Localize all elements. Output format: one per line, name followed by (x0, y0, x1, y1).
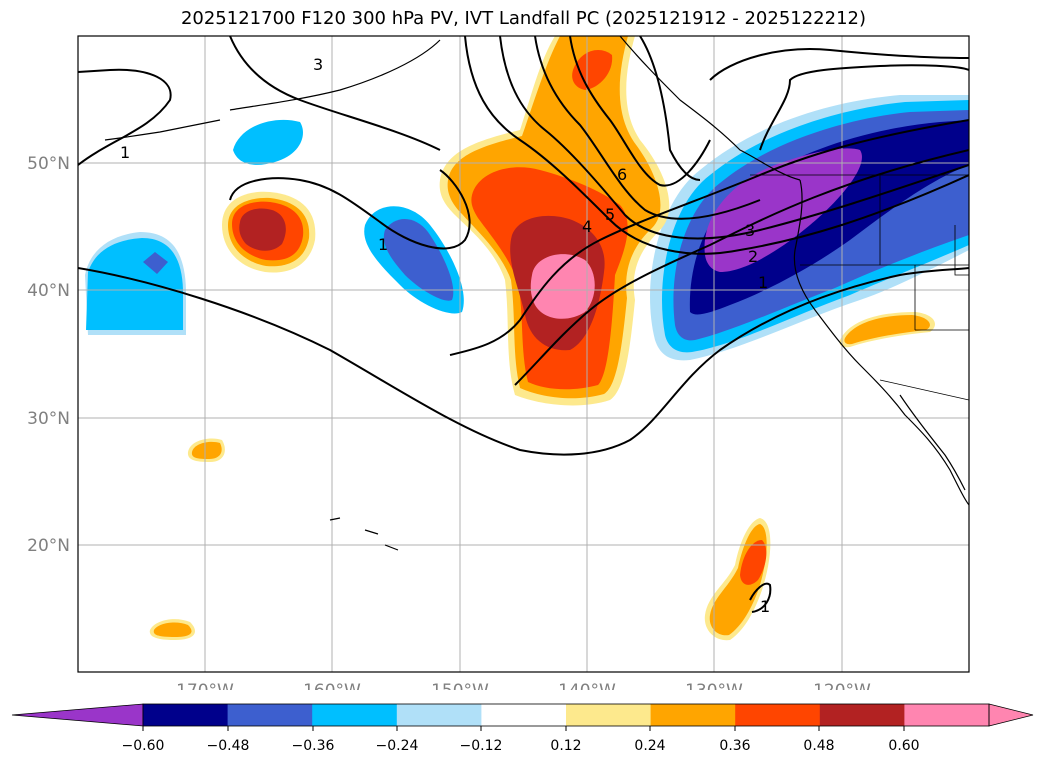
lat-label: 40°N (27, 281, 70, 301)
lon-label: 160°W (303, 681, 361, 690)
colorbar-tick-label: −0.60 (122, 738, 165, 754)
colorbar-segment (566, 704, 652, 726)
lon-label: 170°W (176, 681, 234, 690)
lat-label: 50°N (27, 154, 70, 174)
colorbar-tick-label: 0.12 (550, 738, 581, 754)
colorbar-tick-label: −0.24 (376, 738, 419, 754)
contour-label: 3 (313, 55, 323, 74)
contour-label: 1 (378, 235, 388, 254)
map-title: 2025121700 F120 300 hPa PV, IVT Landfall… (180, 8, 867, 29)
colorbar-segment (396, 704, 482, 726)
colorbar-segment (735, 704, 821, 726)
colorbar-segment (143, 704, 229, 726)
lon-label: 150°W (431, 681, 489, 690)
graticule (78, 36, 969, 672)
contour-label: 1 (760, 597, 770, 616)
colorbar-arrow-left (11, 703, 144, 727)
lat-label: 20°N (27, 536, 70, 556)
colorbar-segment (312, 704, 398, 726)
contour-label: 3 (745, 221, 755, 240)
colorbar-tick-label: 0.36 (719, 738, 750, 754)
colorbar-tick-label: −0.48 (207, 738, 250, 754)
colorbar-tick-label: −0.36 (292, 738, 335, 754)
contour-label: 1 (120, 143, 130, 162)
colorbar-tick-label: −0.12 (460, 738, 503, 754)
map-frame (77, 35, 970, 673)
colorbar-tick-label: 0.24 (634, 738, 665, 754)
colorbar: −0.60 −0.48 −0.36 −0.24 −0.12 0.12 0.24 0.36 0.4… (11, 703, 1034, 754)
lat-label: 30°N (27, 409, 70, 429)
pv-contours (78, 36, 969, 613)
colorbar-segment (227, 704, 313, 726)
colorbar-segment (481, 704, 567, 726)
lat-labels: 50°N 40°N 30°N 20°N (27, 154, 70, 556)
colorbar-segment (819, 704, 905, 726)
contour-label: 2 (748, 247, 758, 266)
lon-label: 120°W (813, 681, 871, 690)
contour-labels: 1 1 1 2 3 4 5 6 3 1 (120, 55, 770, 616)
colorbar-arrow-right (988, 703, 1034, 727)
borders (750, 174, 969, 401)
lon-labels: 170°W 160°W 150°W 140°W 130°W 120°W (176, 681, 871, 690)
lon-label: 140°W (558, 681, 616, 690)
colorbar-segment (904, 704, 990, 726)
contour-label: 5 (605, 205, 615, 224)
contour-label: 1 (758, 273, 768, 292)
contour-label: 4 (582, 217, 592, 236)
positive-anomaly-small (149, 191, 935, 641)
colorbar-tick-label: 0.60 (888, 738, 919, 754)
map-panel: 1 1 1 2 3 4 5 6 3 1 50°N 40°N 30°N 20°N … (27, 35, 970, 690)
colorbar-tick-label: 0.48 (803, 738, 834, 754)
colorbar-segment (650, 704, 736, 726)
negative-anomaly-pacific (85, 119, 464, 335)
contour-label: 6 (617, 165, 627, 184)
lon-label: 130°W (685, 681, 743, 690)
